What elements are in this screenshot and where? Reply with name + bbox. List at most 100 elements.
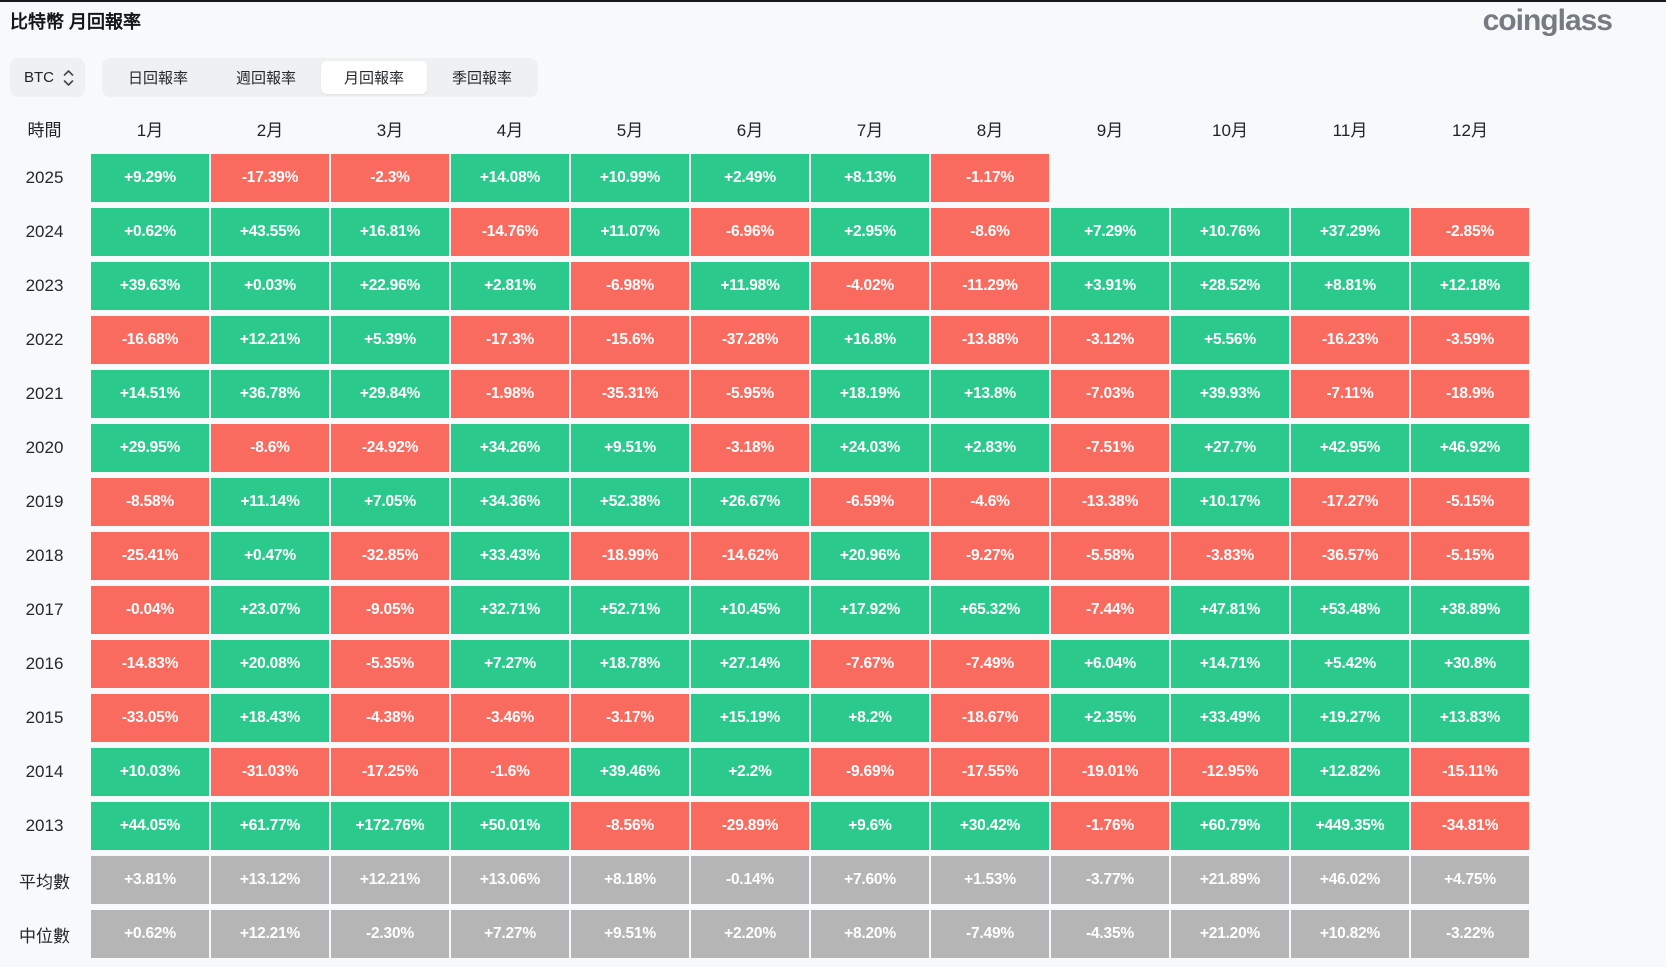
- return-cell: -9.05%: [331, 586, 449, 634]
- return-cell: -6.96%: [691, 208, 809, 256]
- return-cell: -3.17%: [571, 694, 689, 742]
- return-cell: +65.32%: [931, 586, 1049, 634]
- return-cell: +27.14%: [691, 640, 809, 688]
- return-cell: +5.56%: [1171, 316, 1289, 364]
- return-cell: +39.63%: [91, 262, 209, 310]
- return-cell: +53.48%: [1291, 586, 1409, 634]
- row-label: 2016: [25, 654, 64, 673]
- return-cell: -17.39%: [211, 154, 329, 202]
- return-cell: -5.95%: [691, 370, 809, 418]
- return-cell: +32.71%: [451, 586, 569, 634]
- return-cell: -9.69%: [811, 748, 929, 796]
- return-cell: -2.3%: [331, 154, 449, 202]
- tab-monthly-returns[interactable]: 月回報率: [321, 61, 428, 94]
- return-cell: -5.58%: [1051, 532, 1169, 580]
- return-cell: -7.67%: [811, 640, 929, 688]
- empty-cell: [1411, 154, 1529, 202]
- return-cell: +12.21%: [331, 856, 449, 904]
- return-cell: +39.46%: [571, 748, 689, 796]
- return-cell: -6.59%: [811, 478, 929, 526]
- return-cell: -15.11%: [1411, 748, 1529, 796]
- return-cell: -17.25%: [331, 748, 449, 796]
- return-cell: +18.78%: [571, 640, 689, 688]
- return-cell: +12.18%: [1411, 262, 1529, 310]
- return-cell: -3.59%: [1411, 316, 1529, 364]
- coin-selector[interactable]: BTC: [10, 58, 85, 97]
- col-header-month: 1月: [136, 120, 164, 140]
- return-cell: -3.22%: [1411, 910, 1529, 958]
- return-cell: +7.05%: [331, 478, 449, 526]
- return-cell: -17.55%: [931, 748, 1049, 796]
- coinglass-logo: coinglass: [1482, 4, 1613, 37]
- row-label: 平均數: [19, 872, 70, 892]
- return-cell: +2.95%: [811, 208, 929, 256]
- return-cell: -13.88%: [931, 316, 1049, 364]
- return-cell: +46.02%: [1291, 856, 1409, 904]
- return-cell: -16.68%: [91, 316, 209, 364]
- col-header-month: 7月: [856, 120, 884, 140]
- return-cell: +7.60%: [811, 856, 929, 904]
- return-cell: +7.27%: [451, 910, 569, 958]
- return-cell: +8.81%: [1291, 262, 1409, 310]
- return-cell: -0.14%: [691, 856, 809, 904]
- return-cell: +23.07%: [211, 586, 329, 634]
- return-cell: -31.03%: [211, 748, 329, 796]
- return-cell: +12.21%: [211, 910, 329, 958]
- return-cell: +33.49%: [1171, 694, 1289, 742]
- return-cell: +37.29%: [1291, 208, 1409, 256]
- return-cell: +6.04%: [1051, 640, 1169, 688]
- return-cell: -17.27%: [1291, 478, 1409, 526]
- return-cell: +1.53%: [931, 856, 1049, 904]
- return-cell: +0.47%: [211, 532, 329, 580]
- return-cell: -8.6%: [211, 424, 329, 472]
- tab-daily-returns[interactable]: 日回報率: [128, 70, 189, 87]
- return-cell: -8.56%: [571, 802, 689, 850]
- return-cell: +61.77%: [211, 802, 329, 850]
- return-cell: -5.35%: [331, 640, 449, 688]
- return-cell: +9.51%: [571, 910, 689, 958]
- return-cell: -2.85%: [1411, 208, 1529, 256]
- return-cell: +28.52%: [1171, 262, 1289, 310]
- return-cell: -1.17%: [931, 154, 1049, 202]
- return-cell: -37.28%: [691, 316, 809, 364]
- return-cell: -4.38%: [331, 694, 449, 742]
- row-label: 2023: [25, 276, 64, 295]
- return-cell: -3.12%: [1051, 316, 1169, 364]
- return-cell: -25.41%: [91, 532, 209, 580]
- return-cell: +16.81%: [331, 208, 449, 256]
- return-cell: -18.99%: [571, 532, 689, 580]
- return-cell: +7.27%: [451, 640, 569, 688]
- return-cell: +10.76%: [1171, 208, 1289, 256]
- tab-weekly-returns[interactable]: 週回報率: [236, 70, 297, 87]
- return-cell: +8.18%: [571, 856, 689, 904]
- return-cell: +8.2%: [811, 694, 929, 742]
- return-cell: -7.03%: [1051, 370, 1169, 418]
- col-header-time: 時間: [27, 120, 62, 140]
- return-cell: +15.19%: [691, 694, 809, 742]
- return-cell: +2.49%: [691, 154, 809, 202]
- col-header-month: 6月: [736, 120, 764, 140]
- return-cell: +16.8%: [811, 316, 929, 364]
- return-cell: +11.07%: [571, 208, 689, 256]
- coin-selector-value: BTC: [24, 69, 54, 86]
- return-cell: -24.92%: [331, 424, 449, 472]
- return-cell: -16.23%: [1291, 316, 1409, 364]
- return-cell: +20.08%: [211, 640, 329, 688]
- return-cell: -17.3%: [451, 316, 569, 364]
- return-cell: +60.79%: [1171, 802, 1289, 850]
- return-cell: +34.36%: [451, 478, 569, 526]
- return-cell: -8.6%: [931, 208, 1049, 256]
- return-cell: -14.76%: [451, 208, 569, 256]
- return-cell: -4.02%: [811, 262, 929, 310]
- return-cell: +9.6%: [811, 802, 929, 850]
- return-cell: -18.9%: [1411, 370, 1529, 418]
- tab-quarterly-returns[interactable]: 季回報率: [452, 70, 513, 87]
- return-cell: -7.44%: [1051, 586, 1169, 634]
- return-cell: +42.95%: [1291, 424, 1409, 472]
- col-header-month: 11月: [1332, 120, 1368, 140]
- col-header-month: 4月: [496, 120, 524, 140]
- return-cell: -1.6%: [451, 748, 569, 796]
- return-cell: +10.17%: [1171, 478, 1289, 526]
- return-cell: +10.99%: [571, 154, 689, 202]
- return-cell: +30.8%: [1411, 640, 1529, 688]
